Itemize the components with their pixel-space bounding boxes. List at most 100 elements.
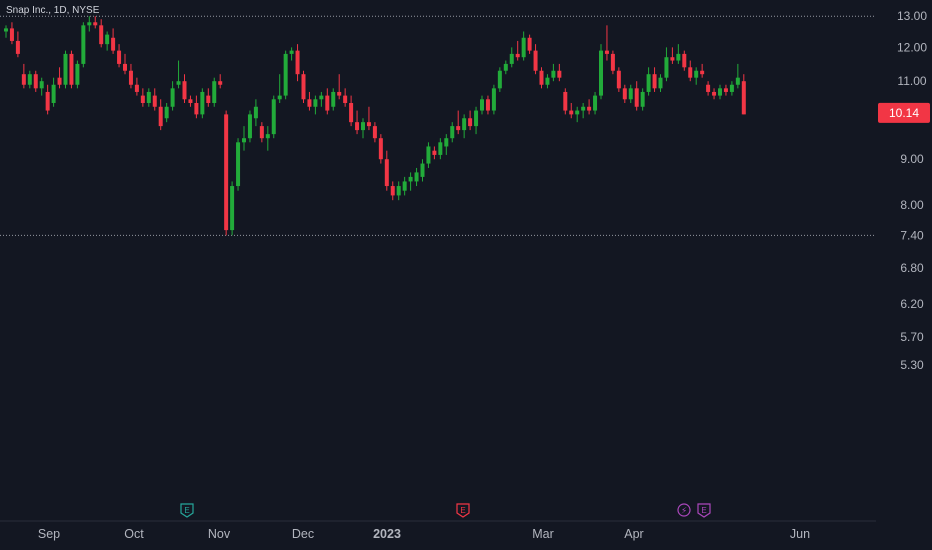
time-tick-label: Sep (38, 527, 60, 541)
lightning-glyph: ⚡ (681, 506, 687, 516)
candle-body (307, 99, 312, 107)
candle-body (319, 95, 324, 100)
candle-body (188, 99, 193, 104)
price-tick-label: 11.00 (897, 74, 926, 88)
candle-body (230, 186, 235, 231)
candle-body (45, 91, 50, 111)
candle-body (491, 88, 496, 111)
candle-body (450, 126, 455, 139)
dividend-event-icon (677, 503, 691, 517)
candle-body (539, 70, 544, 85)
candle-body (111, 37, 116, 51)
candle-body (444, 138, 449, 147)
candle-body (51, 84, 56, 104)
candle-body (313, 99, 318, 107)
time-tick-label: Oct (124, 527, 144, 541)
candle-body (426, 146, 431, 164)
candle-body (164, 106, 169, 119)
candle-body (670, 57, 675, 61)
candle-body (15, 40, 20, 54)
candle-body (176, 81, 181, 85)
candle-body (485, 99, 490, 111)
candle-body (39, 81, 44, 89)
candle-body (325, 95, 330, 111)
candle-body (723, 88, 728, 92)
price-tick-label: 13.00 (897, 9, 927, 23)
candle-body (408, 176, 413, 182)
candle-body (236, 142, 241, 187)
price-axis[interactable]: 15.0013.0012.0011.0010.009.008.007.406.8… (876, 0, 932, 521)
earnings-event-icon (180, 503, 194, 518)
time-axis-bg (0, 521, 932, 550)
price-badge-text: 10.14 (889, 106, 919, 120)
candle-body (265, 134, 270, 139)
candle-body (456, 126, 461, 131)
candle-body (480, 99, 484, 111)
time-tick-label: Dec (292, 527, 314, 541)
candle-body (366, 122, 371, 127)
earnings-glyph: E (701, 506, 706, 515)
candle-body (610, 53, 615, 71)
candle-body (658, 77, 663, 89)
candle-body (212, 81, 217, 104)
candle-body (420, 163, 425, 177)
candle-body (372, 126, 377, 139)
earnings-glyph: E (460, 506, 465, 515)
candle-body (93, 22, 98, 26)
candle-body (206, 95, 211, 104)
candle-body (128, 70, 133, 85)
symbol-legend: Snap Inc., 1D, NYSE (6, 5, 100, 16)
event-markers: E E ⚡ E (180, 503, 711, 518)
current-price-badge: 10.14 (878, 102, 930, 123)
candle-body (81, 25, 86, 64)
price-tick-label: 5.30 (900, 358, 924, 372)
candle-body (33, 74, 38, 89)
price-tick-label: 12.00 (897, 40, 927, 54)
candle-body (337, 91, 342, 96)
candle-body (349, 103, 354, 123)
candle-body (652, 74, 657, 89)
candle-body (63, 53, 68, 85)
candle-body (474, 110, 479, 127)
candle-body (331, 91, 336, 107)
time-axis[interactable]: Sep Oct Nov Dec 2023 Mar Apr Jun (0, 520, 932, 550)
earnings-glyph: E (184, 506, 189, 515)
candle-body (587, 106, 592, 111)
candle-body (158, 106, 163, 127)
candle-body (75, 63, 80, 85)
candle-body (361, 122, 365, 131)
candles (4, 16, 746, 236)
price-tick-label: 5.70 (900, 330, 924, 344)
candle-body (289, 50, 294, 54)
candle-body (616, 70, 621, 89)
candle-body (378, 138, 383, 160)
candle-body (563, 91, 568, 111)
price-tick-label: 6.80 (900, 261, 924, 275)
candle-body (224, 114, 229, 231)
candle-body (27, 74, 32, 85)
price-tick-label: 6.20 (900, 297, 924, 311)
candle-body (99, 25, 104, 45)
candle-body (593, 95, 598, 111)
candle-body (271, 99, 276, 135)
earnings-event-icon (697, 503, 711, 518)
candle-body (200, 91, 205, 115)
candle-body (706, 84, 711, 92)
candle-body (152, 95, 157, 107)
candle-body (599, 50, 603, 96)
candle-body (503, 63, 508, 71)
time-tick-label: Jun (790, 527, 810, 541)
candle-body (253, 106, 258, 119)
price-tick-label: 7.40 (900, 228, 924, 242)
candle-body (551, 70, 556, 78)
candle-body (646, 74, 651, 92)
candle-body (218, 81, 223, 85)
time-tick-label: Apr (624, 527, 643, 541)
horizontal-levels (0, 15, 876, 236)
candle-body (682, 53, 687, 68)
earnings-event-icon (456, 503, 470, 518)
candle-body (527, 37, 532, 51)
candle-body (533, 50, 538, 71)
time-tick-label: Mar (532, 527, 554, 541)
